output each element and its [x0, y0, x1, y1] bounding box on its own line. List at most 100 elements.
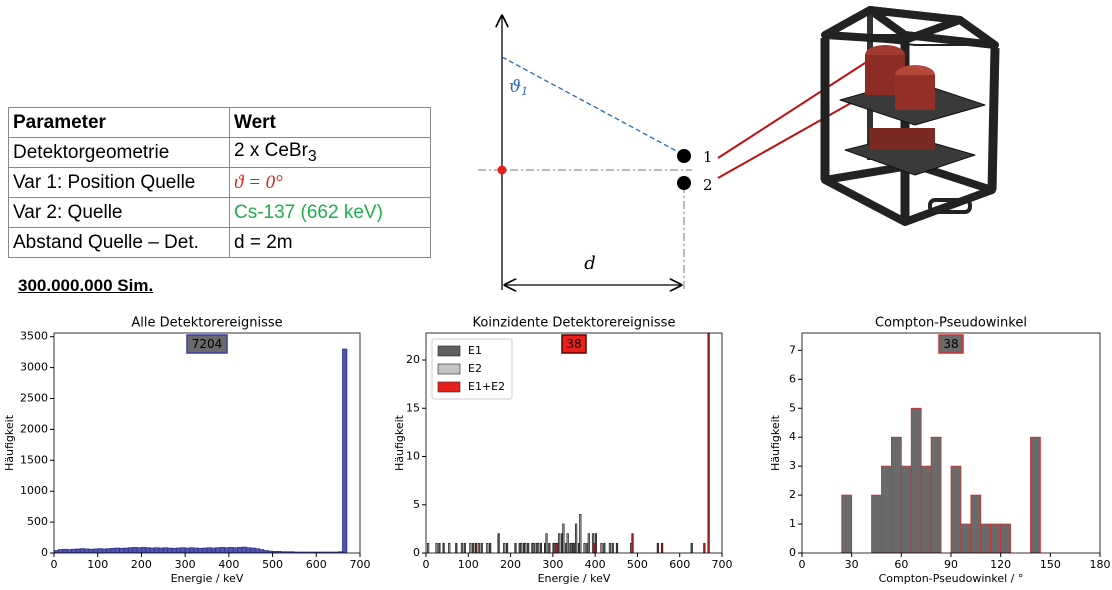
bar [84, 548, 90, 553]
bar [154, 547, 160, 553]
header-cell: Wert [229, 107, 431, 138]
source [497, 165, 507, 175]
cell: Var 2: Quelle [8, 197, 230, 228]
y-tick-label: 0 [413, 546, 420, 559]
x-tick-label: 0 [423, 558, 430, 571]
x-tick-label: 180 [1090, 558, 1111, 571]
bar [180, 547, 186, 553]
cell: Cs-137 (662 keV) [229, 197, 431, 228]
bar [548, 542, 551, 553]
x-tick-label: 600 [669, 558, 690, 571]
bar [707, 333, 710, 553]
simulation-note: 300.000.000 Sim. [18, 276, 154, 295]
bar [106, 548, 112, 553]
bar [342, 348, 348, 553]
plot-frame [53, 332, 361, 554]
bar [136, 547, 142, 553]
bar [505, 542, 509, 553]
legend-label: E1 [468, 344, 482, 357]
bar [615, 542, 619, 553]
annotation: 7204 [192, 337, 223, 351]
bar [539, 542, 542, 553]
y-tick-label: 0 [789, 546, 796, 559]
y-tick-label: 3500 [20, 330, 48, 343]
bar [558, 533, 561, 553]
x-axis-label: Energie / keV [538, 572, 611, 585]
x-tick-label: 500 [627, 558, 648, 571]
bar [545, 533, 548, 553]
chart-title: Compton-Pseudowinkel [875, 316, 1027, 331]
y-tick-label: 1000 [20, 484, 48, 497]
bar [474, 542, 478, 553]
bar [259, 549, 265, 553]
bar [101, 548, 107, 553]
bar [97, 548, 103, 553]
bar [950, 465, 962, 553]
bar [524, 542, 527, 553]
bar [990, 523, 1002, 553]
x-tick-label: 0 [51, 558, 58, 571]
bar [520, 542, 523, 553]
table-row: Var 2: Quelle Cs-137 (662 keV) [8, 197, 431, 228]
bar [920, 465, 932, 553]
x-tick-label: 150 [1040, 558, 1061, 571]
cell-text: 2 x CeBr [234, 139, 308, 161]
cell: Abstand Quelle – Det. [8, 227, 230, 258]
table-row: Var 1: Position Quelle ϑ = 0° [8, 167, 431, 198]
bar [566, 533, 569, 553]
x-axis-label: Compton-Pseudowinkel / ° [879, 572, 1024, 585]
chart-title: Alle Detektorereignisse [131, 316, 282, 331]
annotation: 38 [566, 337, 581, 351]
bar [448, 542, 451, 553]
x-tick-label: 100 [87, 558, 108, 571]
bar [583, 542, 586, 553]
bar [114, 547, 120, 553]
bar [527, 542, 530, 553]
distance-label: d [584, 253, 596, 274]
bar [900, 465, 912, 553]
y-axis-label: Häufigkeit [393, 414, 406, 471]
y-tick-label: 20 [406, 353, 420, 366]
y-tick-label: 1500 [20, 453, 48, 466]
y-tick-label: 15 [406, 401, 420, 414]
bar [469, 542, 472, 553]
bar [536, 542, 540, 553]
y-tick-label: 2500 [20, 392, 48, 405]
legend-swatch [437, 381, 461, 393]
bar [171, 547, 177, 553]
detector-label: 1 [703, 148, 713, 166]
y-axis-label: Häufigkeit [3, 414, 16, 471]
bar [110, 547, 116, 553]
y-tick-label: 6 [789, 372, 796, 385]
parameter-table: Parameter Wert Detektorgeometrie 2 x CeB… [8, 107, 431, 258]
bar [88, 548, 94, 553]
bar [562, 523, 565, 553]
plot-area [841, 407, 1041, 553]
bar [442, 542, 445, 553]
bar [206, 547, 212, 553]
bar [184, 547, 190, 553]
bar [579, 514, 582, 553]
bar [132, 547, 138, 553]
table-row: Detektorgeometrie 2 x CeBr3 [8, 137, 431, 168]
bar [486, 542, 489, 553]
cell: Var 1: Position Quelle [8, 167, 230, 198]
cell: ϑ = 0° [229, 167, 431, 198]
x-tick-label: 400 [585, 558, 606, 571]
bar [593, 542, 596, 553]
bar [175, 547, 182, 553]
x-tick-label: 60 [894, 558, 908, 571]
bar [79, 548, 85, 553]
bar [119, 547, 125, 553]
y-tick-label: 4 [789, 430, 796, 443]
header-cell: Parameter [8, 107, 230, 138]
bar [219, 547, 225, 553]
y-tick-label: 10 [406, 450, 420, 463]
bar [980, 523, 992, 553]
bar [167, 547, 173, 553]
bar [660, 542, 664, 553]
x-tick-label: 90 [944, 558, 958, 571]
bar [254, 548, 260, 553]
bar [600, 542, 603, 553]
